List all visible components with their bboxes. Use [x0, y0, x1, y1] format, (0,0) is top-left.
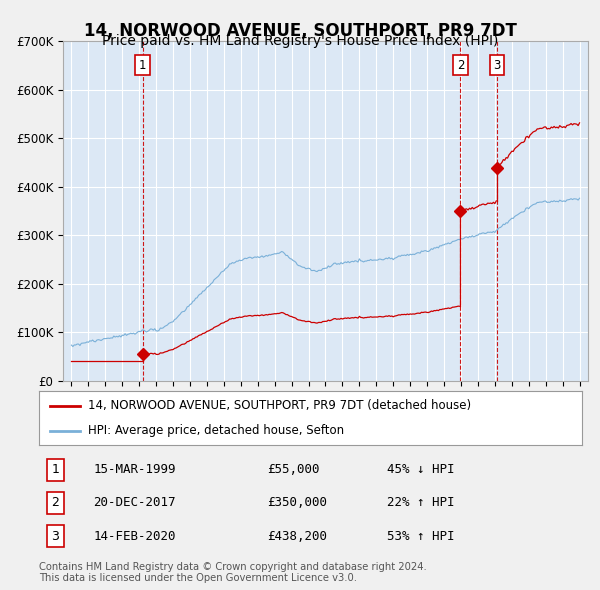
- Text: £438,200: £438,200: [267, 529, 327, 543]
- Text: 14-FEB-2020: 14-FEB-2020: [94, 529, 176, 543]
- Text: Contains HM Land Registry data © Crown copyright and database right 2024.
This d: Contains HM Land Registry data © Crown c…: [39, 562, 427, 584]
- Text: 1: 1: [139, 58, 146, 71]
- Text: 3: 3: [493, 58, 500, 71]
- Text: 1: 1: [52, 463, 59, 477]
- Text: 15-MAR-1999: 15-MAR-1999: [94, 463, 176, 477]
- Text: 45% ↓ HPI: 45% ↓ HPI: [386, 463, 454, 477]
- Text: HPI: Average price, detached house, Sefton: HPI: Average price, detached house, Seft…: [88, 424, 344, 437]
- Text: 2: 2: [457, 58, 464, 71]
- Text: 22% ↑ HPI: 22% ↑ HPI: [386, 496, 454, 510]
- Text: 14, NORWOOD AVENUE, SOUTHPORT, PR9 7DT: 14, NORWOOD AVENUE, SOUTHPORT, PR9 7DT: [83, 22, 517, 41]
- Text: 2: 2: [52, 496, 59, 510]
- Text: £55,000: £55,000: [267, 463, 320, 477]
- Text: £350,000: £350,000: [267, 496, 327, 510]
- Text: 14, NORWOOD AVENUE, SOUTHPORT, PR9 7DT (detached house): 14, NORWOOD AVENUE, SOUTHPORT, PR9 7DT (…: [88, 399, 471, 412]
- Text: 53% ↑ HPI: 53% ↑ HPI: [386, 529, 454, 543]
- Text: 20-DEC-2017: 20-DEC-2017: [94, 496, 176, 510]
- Text: 3: 3: [52, 529, 59, 543]
- Text: Price paid vs. HM Land Registry's House Price Index (HPI): Price paid vs. HM Land Registry's House …: [102, 34, 498, 48]
